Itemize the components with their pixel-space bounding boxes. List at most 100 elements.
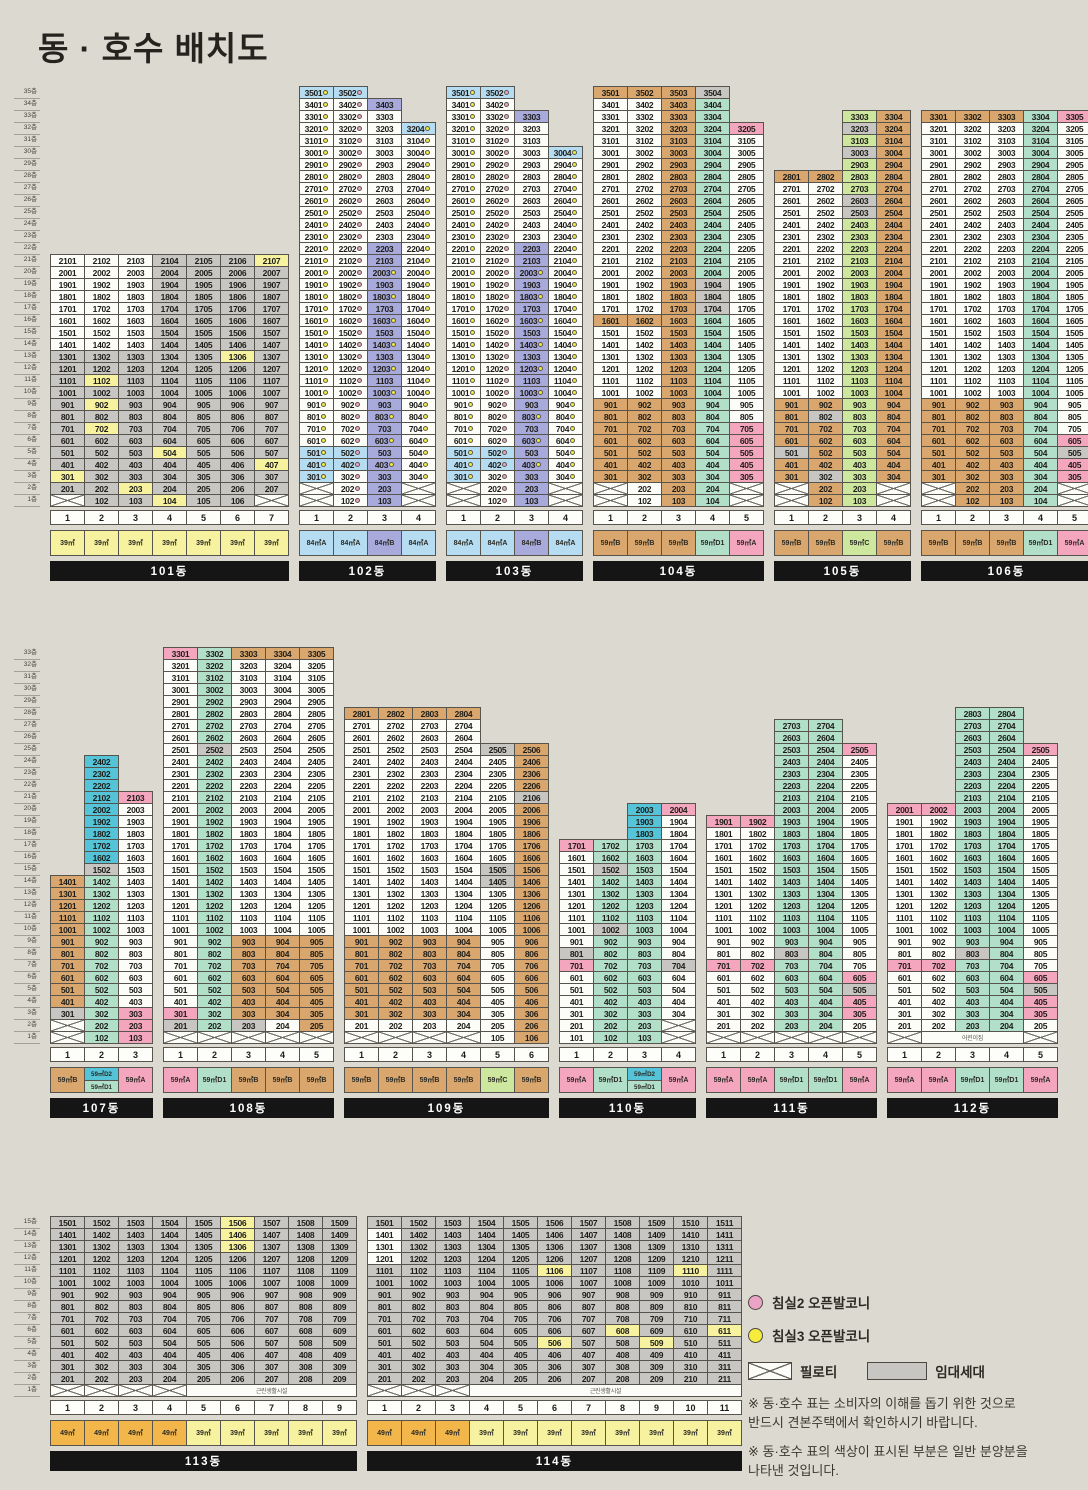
unit-number: 505 — [739, 447, 754, 458]
open-balcony-dot — [357, 186, 363, 191]
unit-number: 802 — [603, 948, 618, 959]
unit-number: 801 — [897, 948, 912, 959]
unit-cell: 3101 — [446, 134, 481, 147]
unit-number: 1704 — [160, 303, 179, 314]
unit-number: 2402 — [485, 219, 504, 230]
unit-number: 1104 — [703, 375, 722, 386]
unit-number: 1406 — [228, 339, 247, 350]
area-label: 59㎡D2 59㎡D1 — [84, 1067, 119, 1093]
unit-cell: 205 — [1023, 1019, 1058, 1032]
unit-number: 1201 — [451, 363, 470, 374]
unit-number: 1303 — [375, 351, 394, 362]
unit-number: 701 — [716, 960, 731, 971]
open-balcony-dot — [504, 210, 510, 215]
floor-row: 2101 2102 2103 2104 2105 — [163, 791, 334, 804]
floor-row: 1701 1702 1703 1704 — [774, 302, 911, 315]
unit-number: 2803 — [239, 708, 258, 719]
unit-number: 2206 — [522, 780, 541, 791]
floor-label: 32층 — [14, 659, 40, 672]
unit-number: 901 — [60, 1289, 75, 1300]
unit-number: 1003 — [635, 924, 654, 935]
unit-number: 1902 — [92, 816, 111, 827]
unit-number: 1705 — [1065, 303, 1084, 314]
unit-number: 2204 — [816, 780, 835, 791]
column-number: 4 — [661, 1047, 696, 1062]
floor-row: 1301 1302 1303 — [50, 887, 153, 900]
unit-number: 2902 — [205, 696, 224, 707]
unit-number: 1604 — [553, 315, 572, 326]
floor-row: 1501 1502 1503 1504 — [299, 326, 436, 339]
unit-number: 1903 — [997, 279, 1016, 290]
unit-number: 202 — [388, 1020, 403, 1031]
unit-number: 1102 — [205, 912, 224, 923]
unit-number: 1108 — [296, 1265, 315, 1276]
unit-number: 3203 — [997, 123, 1016, 134]
unit-number: 1002 — [929, 924, 948, 935]
unit-number: 1701 — [352, 840, 371, 851]
unit-number: 3004 — [884, 147, 903, 158]
unit-number: 403 — [241, 996, 256, 1007]
unit-number: 1503 — [126, 1217, 145, 1228]
building-113동: 1501 1502 1503 1504 1505 1506 1507 1508 1509 1401… — [50, 1216, 357, 1471]
floor-row: 301 302 303 304 305 — [921, 470, 1088, 483]
unit-number: 302 — [487, 471, 502, 482]
unit-number: 805 — [309, 948, 324, 959]
unit-number: 802 — [487, 411, 502, 422]
unit-number: 1303 — [443, 1241, 462, 1252]
open-balcony-dot — [391, 270, 397, 275]
unit-number: 404 — [162, 1349, 177, 1360]
unit-number: 702 — [931, 960, 946, 971]
unit-number: 2104 — [454, 792, 473, 803]
unit-number: 3304 — [703, 111, 722, 122]
unit-number: 1602 — [748, 852, 767, 863]
floor-label: 19층 — [14, 278, 40, 291]
unit-number: 1603 — [997, 315, 1016, 326]
floor-row: 1001 1002 1003 1004 1005 — [887, 923, 1058, 936]
unit-number: 204 — [275, 1020, 290, 1031]
floor-row: 801 802 803 804 805 806 — [344, 947, 549, 960]
unit-number: 506 — [230, 447, 245, 458]
unit-number: 404 — [456, 996, 471, 1007]
floor-label: 20층 — [14, 266, 40, 279]
unit-number: 501 — [60, 984, 75, 995]
unit-number: 807 — [264, 1301, 279, 1312]
unit-number: 1203 — [782, 900, 801, 911]
unit-number: 1003 — [519, 387, 538, 398]
unit-cell: 1704 — [548, 302, 583, 315]
area-row: 59㎡B 59㎡B 59㎡C 59㎡B — [774, 530, 911, 556]
open-balcony-dot — [570, 426, 576, 431]
legend-rental-label: 임대세대 — [935, 1365, 985, 1380]
unit-number: 201 — [716, 1020, 731, 1031]
unit-number: 401 — [60, 459, 75, 470]
unit-number: 1205 — [488, 900, 507, 911]
unit-number: 1203 — [372, 363, 391, 374]
column-number: 1 — [50, 510, 85, 525]
open-balcony-dot — [323, 390, 329, 395]
unit-number: 1207 — [579, 1253, 598, 1264]
floor-label: 9층 — [14, 1288, 40, 1301]
floor-labels: 15층 14층 13층 12층 11층 10층 9층 8층 7층 6층 5층 4층 3층 2층 1층 — [14, 1216, 40, 1397]
column-number: 3 — [367, 510, 402, 525]
unit-number: 803 — [374, 411, 389, 422]
unit-cell: 1211 — [707, 1252, 742, 1265]
unit-number: 1003 — [850, 387, 869, 398]
floor-row: 1001 1002 1003 1004 1005 1006 1007 — [50, 386, 289, 399]
unit-number: 1104 — [884, 375, 903, 386]
unit-number: 2301 — [171, 768, 190, 779]
unit-number: 2403 — [963, 756, 982, 767]
floor-row: 1001 1002 1003 1004 1005 — [706, 923, 877, 936]
column-number: 7 — [571, 1400, 606, 1415]
unit-number: 308 — [615, 1361, 630, 1372]
unit-number: 1003 — [126, 924, 145, 935]
unit-number: 2106 — [228, 255, 247, 266]
unit-number: 1204 — [160, 1253, 179, 1264]
area-label: 39㎡ — [186, 1420, 221, 1446]
unit-number: 404 — [162, 459, 177, 470]
unit-number: 303 — [128, 1361, 143, 1372]
unit-number: 707 — [581, 1313, 596, 1324]
unit-number: 2904 — [406, 159, 425, 170]
unit-number: 2005 — [194, 267, 213, 278]
floor-row: 3303 3304 — [774, 110, 911, 123]
floor-row: 2801 2802 2803 2804 — [446, 170, 583, 183]
legend-balcony2-label: 침실2 오픈발코니 — [772, 1296, 871, 1311]
